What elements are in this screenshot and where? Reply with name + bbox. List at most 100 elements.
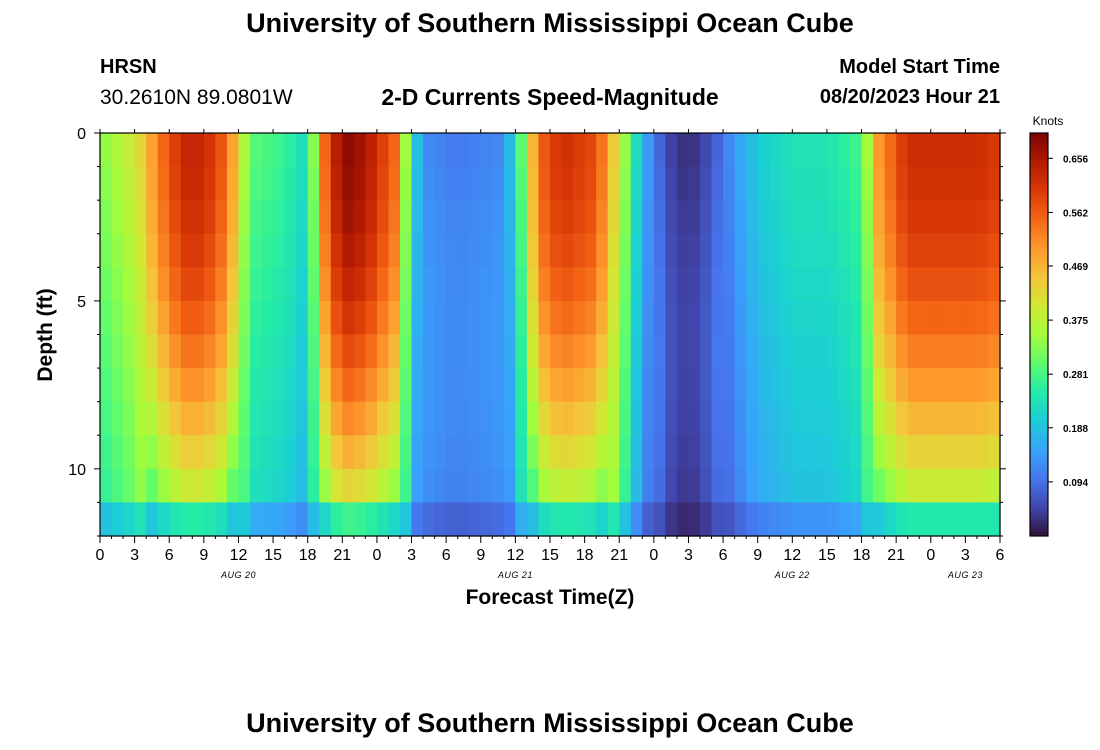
heatmap-cell [607,435,620,470]
heatmap-cell [561,200,574,235]
heatmap-cell [550,133,563,168]
heatmap-cell [469,468,482,504]
heatmap-cell [596,200,609,235]
heatmap-cell [134,133,147,168]
heatmap-cell [873,401,886,436]
heatmap-cell [850,435,863,470]
heatmap-cell [769,401,782,436]
heatmap-cell [734,300,747,336]
heatmap-cell [284,502,297,537]
heatmap-cell [273,435,286,470]
heatmap-cell [538,300,551,336]
heatmap-cell [100,267,113,302]
heatmap-cell [515,267,528,302]
heatmap-cell [930,502,943,537]
heatmap-cell [134,200,147,235]
heatmap-cell [169,233,182,268]
heatmap-cell [515,200,528,235]
heatmap-cell [192,233,205,268]
heatmap-cell [953,435,966,470]
heatmap-cell [953,502,966,537]
heatmap-cell [561,334,574,369]
heatmap-cell [319,468,332,504]
heatmap-cell [607,401,620,436]
heatmap-cell [203,435,216,470]
heatmap-cell [100,401,113,436]
heatmap-cell [550,267,563,302]
x-tick-label: 15 [264,547,282,564]
heatmap-cell [861,267,874,302]
heatmap-cell [584,401,597,436]
heatmap-cell [365,502,378,537]
heatmap-cell [307,166,320,201]
heatmap-cell [503,435,516,470]
heatmap-cell [665,300,678,336]
heatmap-cell [538,233,551,268]
heatmap-cell [930,435,943,470]
heatmap-cell [226,300,240,336]
heatmap-cell [446,233,459,268]
heatmap-cell [573,468,586,504]
heatmap-cell [803,300,816,336]
heatmap-cell [734,435,747,470]
heatmap-cell [538,368,551,403]
heatmap-cell [226,435,240,470]
heatmap-cell [896,300,909,336]
heatmap-cell [226,401,240,436]
heatmap-cell [342,334,355,369]
heatmap-cell [319,133,332,168]
heatmap-cell [411,401,424,436]
heatmap-cell [400,468,413,504]
heatmap-cell [457,401,470,436]
heatmap-cell [896,468,909,504]
heatmap-cell [492,233,505,268]
heatmap-cell [619,233,632,268]
heatmap-cell [769,502,782,537]
heatmap-cell [469,368,482,403]
x-tick-label: 12 [506,547,524,564]
heatmap-cell [492,468,505,504]
x-tick-label: 6 [165,547,174,564]
heatmap-cell [723,233,736,268]
heatmap-cell [238,166,251,201]
heatmap-cell [584,267,597,302]
heatmap-cell [434,166,447,201]
heatmap-cell [803,200,816,235]
heatmap-cell [688,200,701,235]
heatmap-cell [515,401,528,436]
heatmap-cell [226,368,240,403]
heatmap-cell [711,300,724,336]
heatmap-cell [503,233,516,268]
heatmap-cell [261,166,274,201]
heatmap-cell [676,200,690,235]
y-tick-label: 10 [68,462,86,479]
x-tick-label: 3 [130,547,139,564]
x-tick-label: 12 [783,547,801,564]
y-tick-label: 5 [77,294,86,311]
heatmap-cell [100,502,113,537]
heatmap-cell [561,468,574,504]
heatmap-cell [907,267,920,302]
heatmap-cell [573,233,586,268]
heatmap-cell [826,502,840,537]
heatmap-cell [861,300,874,336]
heatmap-cell [746,334,759,369]
heatmap-cell [896,166,909,201]
heatmap-cell [746,166,759,201]
heatmap-cell [896,401,909,436]
heatmap-cell [688,502,701,537]
heatmap-cell [780,435,793,470]
heatmap-cell [434,334,447,369]
heatmap-cell [826,233,840,268]
heatmap-cell [596,166,609,201]
heatmap-cell [411,435,424,470]
heatmap-cell [573,300,586,336]
heatmap-cell [526,200,540,235]
heatmap-cell [250,334,263,369]
heatmap-cell [388,502,401,537]
heatmap-cell [873,468,886,504]
heatmap-cell [503,267,516,302]
heatmap-cell [942,502,955,537]
heatmap-cell [492,200,505,235]
heatmap-cell [850,233,863,268]
